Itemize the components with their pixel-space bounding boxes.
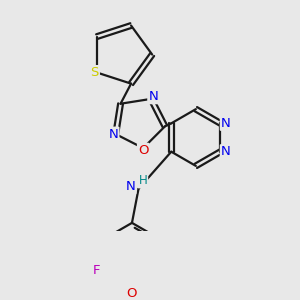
Text: O: O xyxy=(138,144,148,157)
Text: N: N xyxy=(221,145,230,158)
Text: N: N xyxy=(109,128,118,141)
Text: N: N xyxy=(221,117,230,130)
Text: N: N xyxy=(126,180,136,193)
Text: F: F xyxy=(93,263,100,277)
Text: S: S xyxy=(91,66,99,79)
Text: O: O xyxy=(127,287,137,300)
Text: N: N xyxy=(148,90,158,103)
Text: H: H xyxy=(139,175,147,188)
